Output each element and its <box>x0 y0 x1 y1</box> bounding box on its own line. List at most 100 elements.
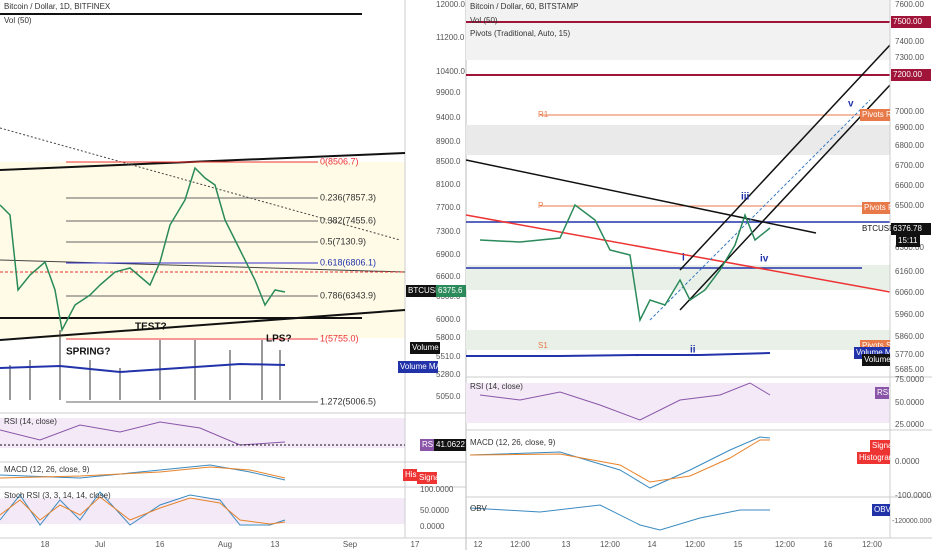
volume-tag-bg <box>862 354 890 366</box>
price-label: 8900.0 <box>436 137 461 146</box>
price-label: 9900.0 <box>436 88 461 97</box>
rsi-label: RSI (14, close) <box>4 417 57 426</box>
fib-label: 1.272(5006.5) <box>320 396 376 406</box>
pivots-r1-tag-bg <box>860 109 890 121</box>
price-line <box>479 203 771 323</box>
macd-label: MACD (12, 26, close, 9) <box>470 438 556 447</box>
fib-label: 1(5755.0) <box>320 333 359 343</box>
price-label: 7700.0 <box>436 203 461 212</box>
time-label: 17 <box>411 540 420 549</box>
volume-ma <box>466 352 771 357</box>
pivot-zone <box>466 330 890 350</box>
time-label: 12:00 <box>600 540 621 549</box>
fib-zone <box>0 162 405 338</box>
trend-line <box>0 259 406 273</box>
chart-title: Bitcoin / Dollar, 60, BITSTAMP <box>470 2 578 11</box>
signal-line <box>469 439 770 483</box>
macd-signal-tag-bg <box>417 472 437 484</box>
macd-hist-tag-bg <box>403 469 417 481</box>
time-label: Sep <box>343 540 358 549</box>
fib-label: 0(8506.7) <box>320 156 359 166</box>
countdown-tag: 15:11 <box>898 236 918 245</box>
rsi-tag-bg <box>420 439 434 451</box>
countdown-tag-bg <box>896 235 920 247</box>
price-label: 5770.00 <box>895 350 924 359</box>
pivot-zone <box>466 125 890 155</box>
price-label: 9400.0 <box>436 113 461 122</box>
time-label: 12:00 <box>685 540 706 549</box>
price-label: 7600.00 <box>895 0 924 9</box>
price-label: 8100.0 <box>436 180 461 189</box>
pivots-p-tag-bg <box>862 202 890 214</box>
wave-label: v <box>848 99 854 110</box>
rsi-axis-label: 75.0000 <box>895 375 924 384</box>
obv-label: OBV <box>470 504 488 513</box>
symbol-tag: BTCUSD <box>862 224 895 233</box>
pivots-r1-tag: Pivots R1 <box>862 110 897 119</box>
wave-label: iii <box>741 192 750 203</box>
chart-title: Bitcoin / Dollar, 1D, BITFINEX <box>4 2 111 11</box>
price-label: 7300.00 <box>895 53 924 62</box>
price-label: 5280.0 <box>436 370 461 379</box>
fib-label: 0.618(6806.1) <box>320 257 376 267</box>
price-label: 6900.00 <box>895 123 924 132</box>
volume-ma-tag-bg <box>398 361 438 373</box>
price-label: 6900.0 <box>436 250 461 259</box>
stoch-d <box>0 496 286 525</box>
volume-ma <box>0 362 286 374</box>
price-label: 5510.0 <box>436 352 461 361</box>
obv-tag: OBV <box>874 505 892 514</box>
price-label: 6300.00 <box>895 243 924 252</box>
stoch-axis-label: 100.0000 <box>420 485 454 494</box>
macd-signal-tag: Signal <box>419 473 441 482</box>
volume-tag: Volume <box>864 355 891 364</box>
annotation: LPS? <box>266 334 292 345</box>
fib-label: 0.5(7130.9) <box>320 236 366 246</box>
price-tag: 6376.78 <box>893 224 922 233</box>
symbol-tag-bg <box>406 285 436 297</box>
rsi-band <box>0 418 405 448</box>
obv-line <box>469 504 770 531</box>
price-tag-bg <box>891 223 931 235</box>
price-label: 6600.00 <box>895 181 924 190</box>
rsi-tag: RSI <box>877 388 890 397</box>
pivot-label: S1 <box>538 341 548 350</box>
stoch-band <box>0 498 405 524</box>
channel <box>679 44 891 271</box>
price-label: 6600.0 <box>436 272 461 281</box>
obv-tag-bg <box>872 504 890 516</box>
macd-signal-tag-bg <box>870 440 890 452</box>
time-label: 13 <box>562 540 571 549</box>
price-label: 5800.0 <box>436 333 461 342</box>
price-line <box>0 166 286 333</box>
symbol-tag: BTCUSD <box>408 286 441 295</box>
price-label: 8500.0 <box>436 157 461 166</box>
time-label: Jul <box>95 540 105 549</box>
rsi-line <box>0 421 286 446</box>
price-tag-bg <box>436 285 466 297</box>
price-label: 5685.00 <box>895 365 924 374</box>
fib-label: 0.382(7455.6) <box>320 215 376 225</box>
price-label: 6160.00 <box>895 267 924 276</box>
time-label: 12 <box>474 540 483 549</box>
time-label: Aug <box>218 540 232 549</box>
level-tag: 7200.00 <box>893 70 922 79</box>
rsi-label: RSI (14, close) <box>470 382 523 391</box>
annotation: TEST? <box>135 322 167 333</box>
pivot-label: P <box>538 201 543 210</box>
time-label: 12:00 <box>862 540 883 549</box>
rsi-line <box>479 382 771 421</box>
stoch-axis-label: 50.0000 <box>420 506 449 515</box>
pivots-label: Pivots (Traditional, Auto, 15) <box>470 29 571 38</box>
symbol-tag-bg <box>860 223 890 235</box>
rsi-value-tag: 41.0622 <box>436 440 465 449</box>
price-label: 7400.00 <box>895 37 924 46</box>
wave-label: i <box>682 253 685 264</box>
price-tag: 6375.6 <box>438 286 463 295</box>
price-label: 12000.0 <box>436 0 465 9</box>
price-label: 6500.00 <box>895 201 924 210</box>
rsi-band <box>466 383 890 423</box>
time-label: 12:00 <box>775 540 796 549</box>
price-label: 6700.00 <box>895 161 924 170</box>
